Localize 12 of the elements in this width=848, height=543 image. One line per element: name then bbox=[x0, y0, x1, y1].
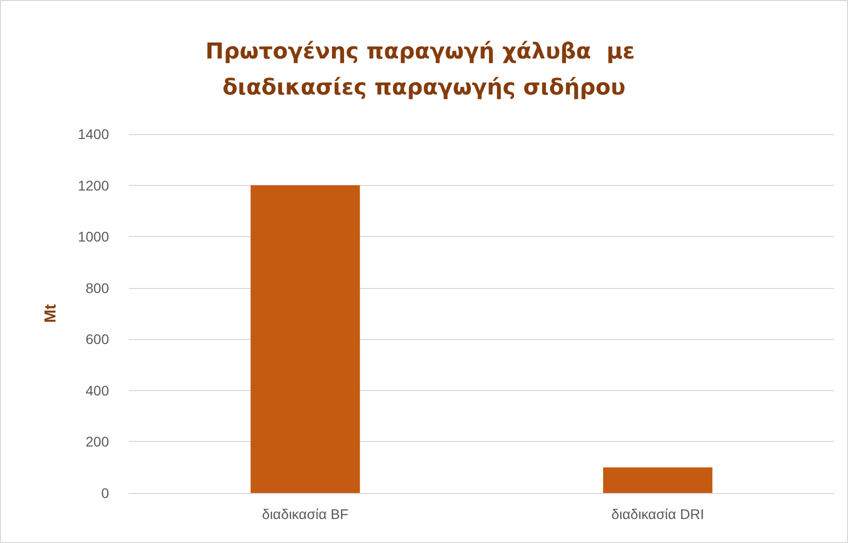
y-tick-label: 1200 bbox=[78, 177, 110, 194]
y-tick-label: 600 bbox=[86, 331, 110, 348]
y-axis-title: Mt bbox=[42, 304, 60, 323]
y-tick-label: 800 bbox=[86, 280, 110, 296]
y-tick-label: 400 bbox=[86, 382, 110, 398]
y-tick-label: 1400 bbox=[78, 126, 110, 142]
y-tick-label: 0 bbox=[101, 485, 110, 501]
x-tick-label: διαδικασία DRI bbox=[611, 506, 704, 522]
chart-title: Πρωτογένης παραγωγή χάλυβα με διαδικασίες παραγωγής σιδήρου bbox=[205, 40, 643, 100]
x-tick-label: διαδικασία BF bbox=[262, 506, 348, 522]
y-tick-label: 1000 bbox=[78, 228, 110, 245]
y-tick-label: 200 bbox=[86, 434, 110, 450]
